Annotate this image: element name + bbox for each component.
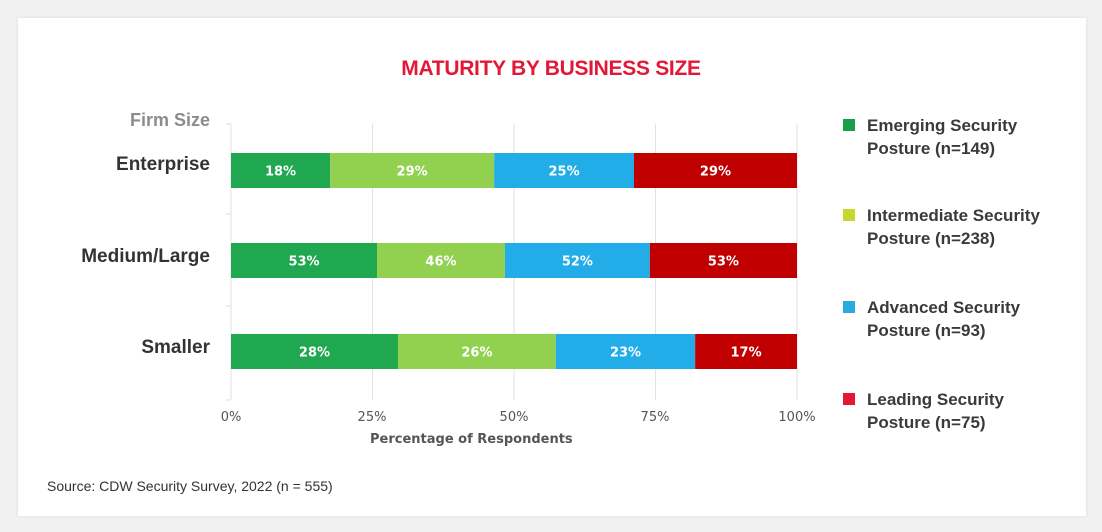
data-label: 53%: [708, 255, 739, 270]
bar-segment: [231, 243, 378, 278]
data-label: 53%: [288, 255, 319, 270]
bar-segment: [649, 243, 797, 278]
legend-label: Leading Security: [867, 390, 1004, 409]
y-axis-label: Firm Size: [129, 110, 210, 130]
source-note: Source: CDW Security Survey, 2022 (n = 5…: [47, 478, 333, 494]
legend-swatch: [843, 301, 855, 313]
data-label: 52%: [562, 255, 593, 270]
data-label: 26%: [461, 346, 492, 361]
legend-item-advanced: Advanced Security Posture (n=93): [843, 296, 1067, 342]
legend-item-emerging: Emerging Security Posture (n=149): [843, 114, 1067, 160]
legend-label: Posture (n=93): [867, 321, 986, 340]
x-tick-label: 25%: [357, 410, 387, 425]
category-label: Medium/Large: [81, 246, 210, 267]
legend-label: Emerging Security: [867, 116, 1018, 135]
bar-segment: [504, 243, 650, 278]
legend-label: Intermediate Security: [867, 206, 1040, 225]
bar-segment: [377, 243, 505, 278]
data-label: 46%: [425, 255, 456, 270]
bar-segment: [231, 153, 331, 188]
legend-swatch: [843, 393, 855, 405]
bar-segment: [633, 153, 797, 188]
bar-segment: [695, 334, 797, 369]
x-tick-label: 100%: [778, 410, 816, 425]
bar-segment: [494, 153, 634, 188]
x-tick-label: 0%: [220, 410, 242, 425]
x-tick-label: 50%: [499, 410, 529, 425]
data-label: 18%: [265, 165, 296, 180]
legend-swatch: [843, 119, 855, 131]
data-label: 23%: [610, 346, 641, 361]
legend-label: Posture (n=75): [867, 413, 986, 432]
data-label: 28%: [299, 346, 330, 361]
data-label: 29%: [700, 165, 731, 180]
legend-swatch: [843, 209, 855, 221]
x-tick-label: 75%: [640, 410, 670, 425]
bar-segment: [231, 334, 398, 369]
legend-item-leading: Leading Security Posture (n=75): [843, 388, 1067, 434]
legend-label: Advanced Security: [867, 298, 1021, 317]
data-label: 17%: [730, 346, 761, 361]
legend-item-intermediate: Intermediate Security Posture (n=238): [843, 204, 1067, 250]
bar-segment: [555, 334, 696, 369]
legend-label: Posture (n=149): [867, 139, 996, 158]
data-label: 29%: [397, 165, 428, 180]
bar-segment: [397, 334, 556, 369]
bar-segment: [330, 153, 495, 188]
category-label: Smaller: [141, 337, 210, 358]
x-axis-label: Percentage of Respondents: [370, 432, 573, 447]
data-label: 25%: [549, 165, 580, 180]
legend-label: Posture (n=238): [867, 229, 996, 248]
category-label: Enterprise: [116, 154, 210, 175]
chart-title: MATURITY BY BUSINESS SIZE: [401, 57, 701, 80]
